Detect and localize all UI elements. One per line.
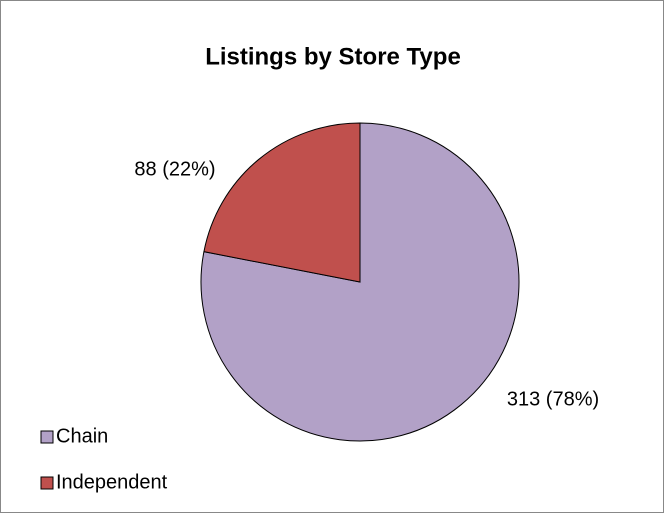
pie-slice [203,122,361,283]
legend-label: Independent [56,471,168,493]
legend-swatch [40,430,54,444]
data-label: 88 (22%) [134,158,215,180]
legend-label: Chain [56,425,108,447]
legend-swatch [40,476,54,490]
chart-title: Listings by Store Type [205,43,461,70]
data-label: 313 (78%) [507,388,599,410]
